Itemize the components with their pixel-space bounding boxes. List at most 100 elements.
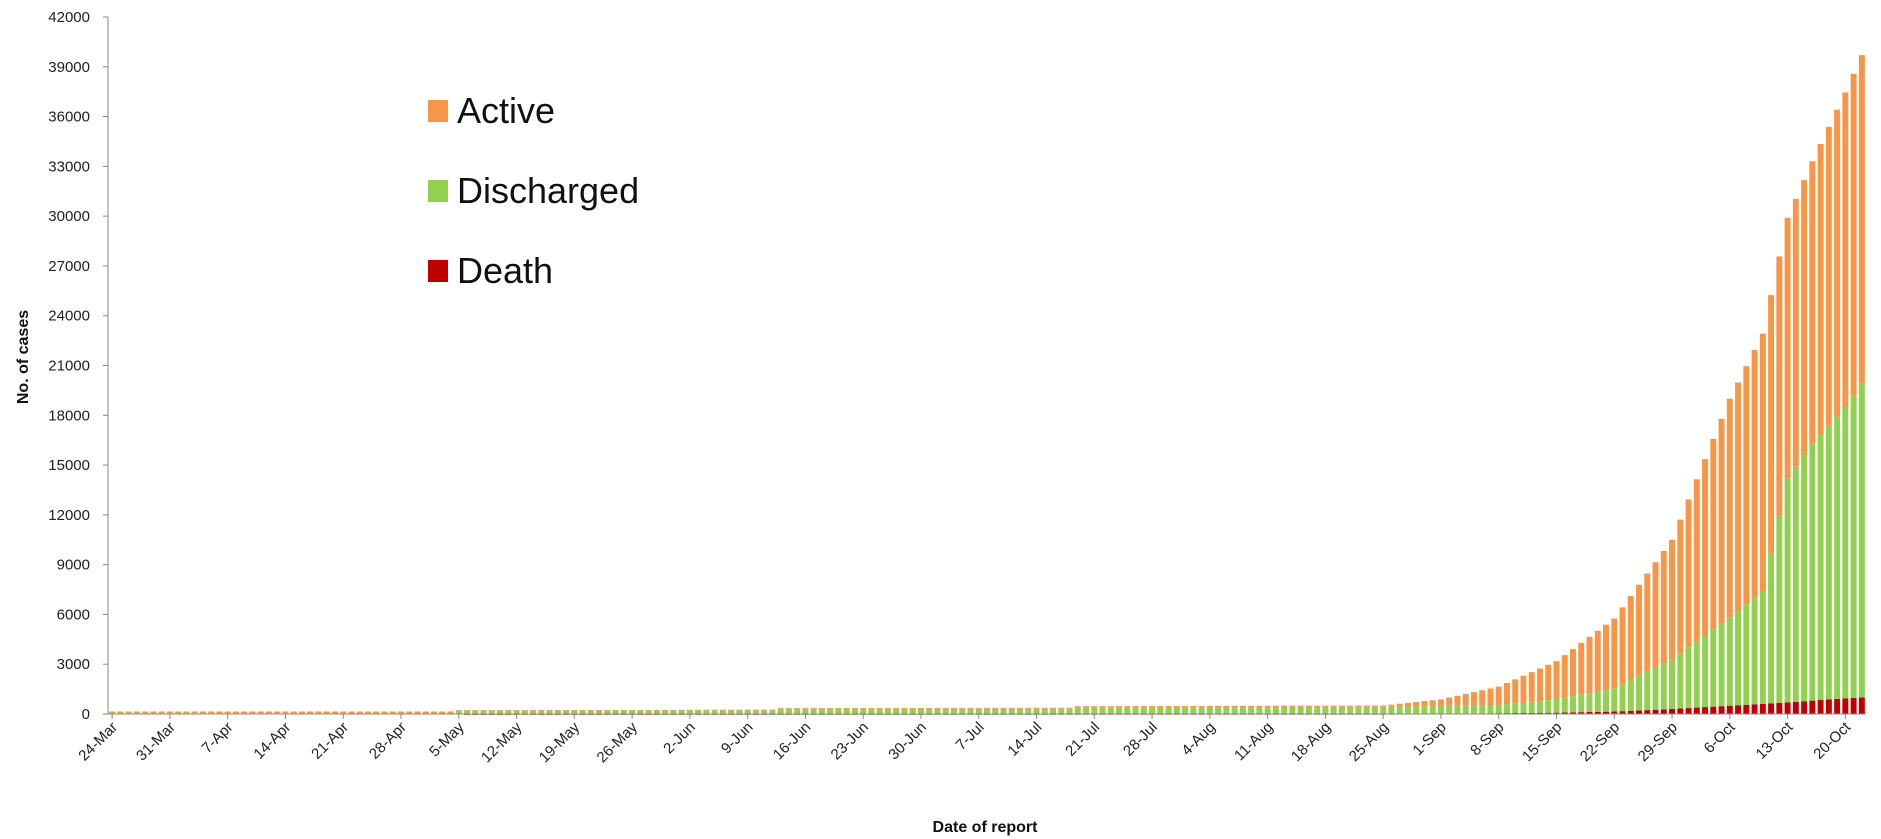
bar-active <box>728 709 735 711</box>
bar-active <box>241 711 248 714</box>
bar-active <box>695 709 702 711</box>
bar-discharged <box>1355 706 1362 714</box>
bar-death <box>1660 709 1667 714</box>
bar-active <box>744 709 751 711</box>
bar-active <box>125 711 132 714</box>
bar-discharged <box>992 708 999 714</box>
bar-discharged <box>827 708 834 714</box>
x-tick-label: 7-Jul <box>953 719 988 754</box>
bar-discharged <box>1652 667 1659 710</box>
bar-discharged <box>554 710 561 714</box>
bar-active <box>175 711 182 714</box>
y-tick-label: 39000 <box>48 59 90 76</box>
bar-discharged <box>810 708 817 714</box>
bar-active <box>1149 706 1156 708</box>
bar-discharged <box>1669 659 1676 710</box>
bar-discharged <box>662 710 669 714</box>
bar-active <box>1066 707 1073 709</box>
bars-layer <box>109 55 1865 715</box>
x-tick-label: 14-Apr <box>250 719 294 763</box>
bar-discharged <box>744 710 751 714</box>
bar-discharged <box>1091 707 1098 714</box>
bar-discharged <box>876 708 883 714</box>
bar-discharged <box>703 710 710 714</box>
x-tick-label: 21-Apr <box>308 719 352 763</box>
bar-death <box>1751 704 1758 714</box>
bar-active <box>703 709 710 711</box>
bar-discharged <box>472 710 479 714</box>
bar-active <box>1611 618 1618 689</box>
x-tick-label: 8-Sep <box>1467 719 1507 759</box>
bar-discharged <box>1314 706 1321 714</box>
bar-discharged <box>1578 694 1585 713</box>
bar-discharged <box>785 708 792 714</box>
bar-death <box>1776 702 1783 714</box>
bar-active <box>1033 707 1040 709</box>
bar-active <box>1792 198 1799 467</box>
bar-active <box>431 711 437 714</box>
bar-active <box>1371 705 1378 707</box>
bar-active <box>975 707 982 709</box>
bar-active <box>216 711 223 714</box>
bar-active <box>785 708 792 709</box>
x-tick-label: 28-Jul <box>1120 719 1161 760</box>
bar-active <box>1091 706 1098 708</box>
bar-active <box>967 707 974 709</box>
bar-discharged <box>984 708 990 714</box>
bar-active <box>455 710 462 711</box>
bar-active <box>315 711 322 714</box>
bar-active <box>199 711 206 714</box>
bar-discharged <box>1215 707 1222 714</box>
bar-active <box>142 711 149 714</box>
bar-death <box>1636 710 1642 714</box>
bar-active <box>612 709 619 711</box>
bar-active <box>827 708 834 709</box>
bar-active <box>1231 705 1238 708</box>
bar-active <box>1660 551 1667 664</box>
legend: Active Discharged Death <box>428 90 639 291</box>
bar-active <box>265 711 272 714</box>
bar-discharged <box>546 710 553 714</box>
bar-discharged <box>1801 455 1808 702</box>
bar-discharged <box>934 708 941 714</box>
bar-active <box>1074 706 1081 708</box>
bar-discharged <box>1272 707 1279 714</box>
x-tick-label: 5-May <box>426 718 468 760</box>
bar-active <box>1322 705 1329 707</box>
bar-active <box>1388 704 1395 707</box>
bar-discharged <box>719 710 726 714</box>
bar-death <box>1801 701 1808 714</box>
bar-active <box>1305 705 1312 707</box>
y-tick-label: 42000 <box>48 9 90 26</box>
bar-active <box>1512 679 1519 704</box>
bar-active <box>1215 705 1222 708</box>
bar-discharged <box>1619 684 1626 712</box>
bar-discharged <box>736 710 743 714</box>
bar-discharged <box>505 710 512 714</box>
bar-active <box>1570 649 1576 697</box>
bar-discharged <box>1710 629 1717 707</box>
bar-discharged <box>1380 706 1387 714</box>
bar-active <box>480 710 487 711</box>
bar-active <box>1404 702 1411 707</box>
bar-discharged <box>1173 707 1180 714</box>
bar-active <box>992 707 999 709</box>
bar-active <box>1050 707 1056 709</box>
bar-death <box>1850 697 1857 714</box>
bar-discharged <box>1124 707 1131 714</box>
bar-discharged <box>761 710 768 714</box>
x-tick-label: 2-Jun <box>660 719 699 758</box>
bar-active <box>208 711 215 714</box>
bar-active <box>1520 675 1527 703</box>
y-tick-label: 18000 <box>48 407 90 424</box>
bar-active <box>472 710 479 711</box>
x-axis-title: Date of report <box>933 819 1039 836</box>
bar-active <box>1619 607 1626 685</box>
bar-discharged <box>1817 434 1824 701</box>
bar-discharged <box>1726 617 1733 706</box>
x-tick-label: 7-Apr <box>199 719 237 757</box>
bar-discharged <box>777 708 784 714</box>
bar-active <box>884 708 891 709</box>
bar-active <box>1759 333 1766 591</box>
